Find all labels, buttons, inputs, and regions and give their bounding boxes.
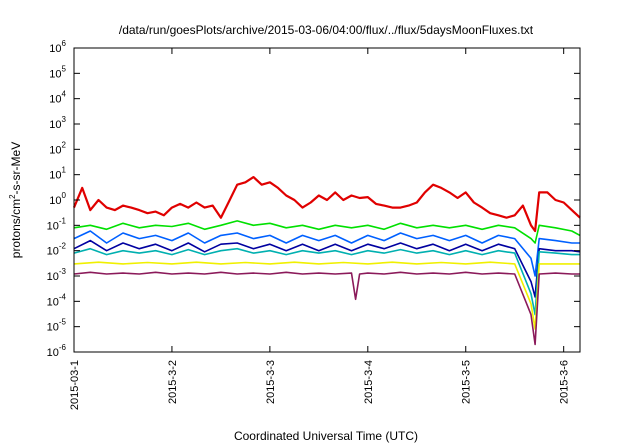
series-line-1: [72, 176, 581, 233]
series-line-7: [73, 271, 580, 346]
series-line-6: [73, 261, 580, 330]
y-tick-base: 10: [47, 271, 59, 283]
y-tick-base: 10: [49, 43, 61, 55]
x-tick-label: 2015-3-4: [363, 360, 375, 404]
x-tick-label: 2015-03-1: [69, 360, 81, 410]
x-tick-label: 2015-3-3: [265, 360, 277, 404]
y-tick-base: 10: [49, 195, 61, 207]
series-line-2: [73, 220, 581, 244]
series-line-5: [73, 247, 580, 316]
y-tick-base: 10: [49, 119, 61, 131]
x-axis-label: Coordinated Universal Time (UTC): [234, 429, 418, 443]
y-tick-base: 10: [47, 220, 59, 232]
series-line-4: [73, 239, 581, 298]
y-tick-base: 10: [47, 347, 59, 359]
series-group: [72, 176, 581, 346]
series-line-3: [73, 230, 580, 277]
y-tick-exponent: 0: [62, 191, 67, 200]
y-tick-label: 10-4: [47, 292, 67, 308]
y-tick-base: 10: [49, 94, 61, 106]
y-tick-base: 10: [49, 170, 61, 182]
x-tick-label: 2015-3-6: [559, 360, 571, 404]
y-axis-label: protons/cm2-s-sr-MeV: [8, 142, 23, 258]
chart-title: /data/run/goesPlots/archive/2015-03-06/0…: [119, 23, 534, 37]
y-tick-label: 103: [49, 115, 66, 131]
y-tick-label: 10-2: [47, 242, 67, 258]
y-tick-base: 10: [47, 296, 59, 308]
y-tick-label: 10-5: [47, 318, 67, 334]
y-tick-label: 10-3: [47, 267, 67, 283]
y-tick-label: 100: [49, 191, 66, 207]
y-tick-exponent: 3: [62, 115, 67, 124]
y-tick-base: 10: [49, 68, 61, 80]
y-tick-exponent: -1: [59, 216, 67, 225]
y-tick-label: 105: [49, 64, 66, 80]
y-tick-label: 101: [49, 166, 66, 182]
y-tick-base: 10: [47, 322, 59, 334]
y-tick-exponent: 5: [62, 64, 67, 73]
x-tick-label: 2015-3-5: [461, 360, 473, 404]
x-tick-label: 2015-3-2: [167, 360, 179, 404]
y-tick-exponent: -6: [59, 343, 67, 352]
y-tick-base: 10: [49, 144, 61, 156]
y-tick-base: 10: [47, 246, 59, 258]
x-axis-ticks: 2015-03-1 2015-3-2 2015-3-3 2015-3-4 2015-3-…: [69, 48, 571, 410]
y-tick-label: 106: [49, 39, 66, 55]
y-tick-exponent: 4: [62, 90, 67, 99]
y-axis-label-sup: 2: [8, 194, 17, 199]
y-axis-label-pre: protons/cm: [9, 199, 23, 258]
y-tick-exponent: -3: [59, 267, 67, 276]
y-tick-label: 104: [49, 90, 66, 106]
y-tick-exponent: 2: [62, 140, 67, 149]
y-tick-exponent: -2: [59, 242, 67, 251]
y-tick-exponent: -4: [59, 292, 67, 301]
y-tick-exponent: -5: [59, 318, 67, 327]
y-tick-exponent: 6: [62, 39, 67, 48]
y-axis-ticks: 10-610-510-410-310-210-11001011021031041…: [47, 39, 580, 359]
y-tick-exponent: 1: [62, 166, 67, 175]
y-tick-label: 102: [49, 140, 66, 156]
y-tick-label: 10-6: [47, 343, 67, 359]
y-axis-label-post: -s-sr-MeV: [9, 142, 23, 195]
y-tick-label: 10-1: [47, 216, 67, 232]
